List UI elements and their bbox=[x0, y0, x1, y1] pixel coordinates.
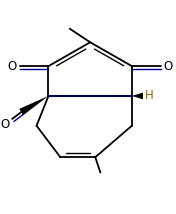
Text: O: O bbox=[164, 60, 173, 73]
Text: H: H bbox=[145, 89, 153, 102]
Text: O: O bbox=[1, 117, 10, 131]
Polygon shape bbox=[132, 92, 143, 99]
Text: O: O bbox=[7, 60, 17, 73]
Polygon shape bbox=[19, 96, 48, 115]
